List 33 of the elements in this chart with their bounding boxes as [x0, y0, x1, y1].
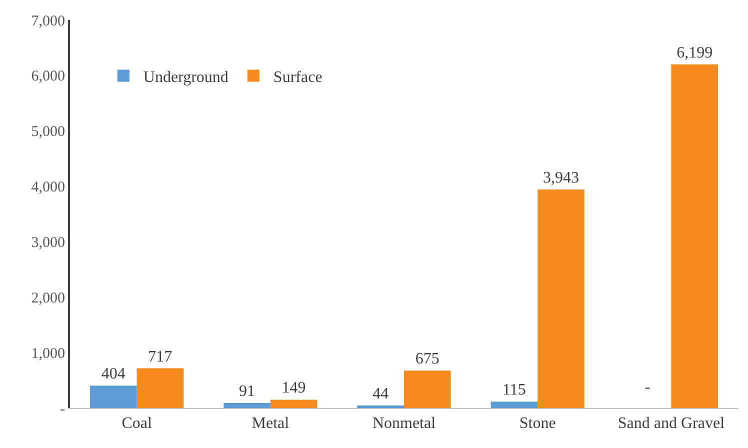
x-tick-label: Coal	[122, 415, 152, 432]
bar	[671, 64, 718, 408]
bar	[224, 402, 270, 408]
annotation: -	[645, 379, 650, 396]
x-tick-label: Stone	[519, 415, 556, 432]
y-tick-label: 6,000	[31, 68, 65, 85]
bar	[538, 189, 584, 408]
bar	[270, 400, 318, 408]
bar	[404, 370, 451, 408]
data-label: 717	[148, 348, 172, 366]
y-tick-label: 5,000	[31, 124, 65, 140]
legend-label: Surface	[273, 68, 322, 86]
bar	[90, 386, 137, 408]
x-tick-label: Sand and Gravel	[618, 415, 726, 432]
y-tick-label: 7,000	[31, 13, 65, 30]
y-tick-label: 4,000	[31, 180, 65, 196]
y-tick-label: 1,000	[31, 346, 65, 362]
x-tick-label: Metal	[252, 415, 290, 432]
y-tick-label: 2,000	[31, 290, 65, 306]
data-label: 404	[101, 366, 126, 383]
bar	[490, 402, 538, 408]
data-label: 675	[415, 350, 440, 368]
data-label: 149	[282, 380, 306, 397]
data-label: 6,199	[676, 44, 713, 62]
data-label: 3,943	[542, 169, 579, 186]
data-label: 115	[502, 382, 526, 399]
x-tick-label: Nonmetal	[372, 415, 436, 432]
legend-label: Underground	[143, 68, 228, 86]
data-label: 91	[239, 382, 256, 400]
y-tick-label: -	[60, 401, 65, 418]
data-label: 44	[372, 386, 389, 403]
bar	[136, 368, 184, 408]
y-tick-label: 3,000	[31, 234, 65, 251]
